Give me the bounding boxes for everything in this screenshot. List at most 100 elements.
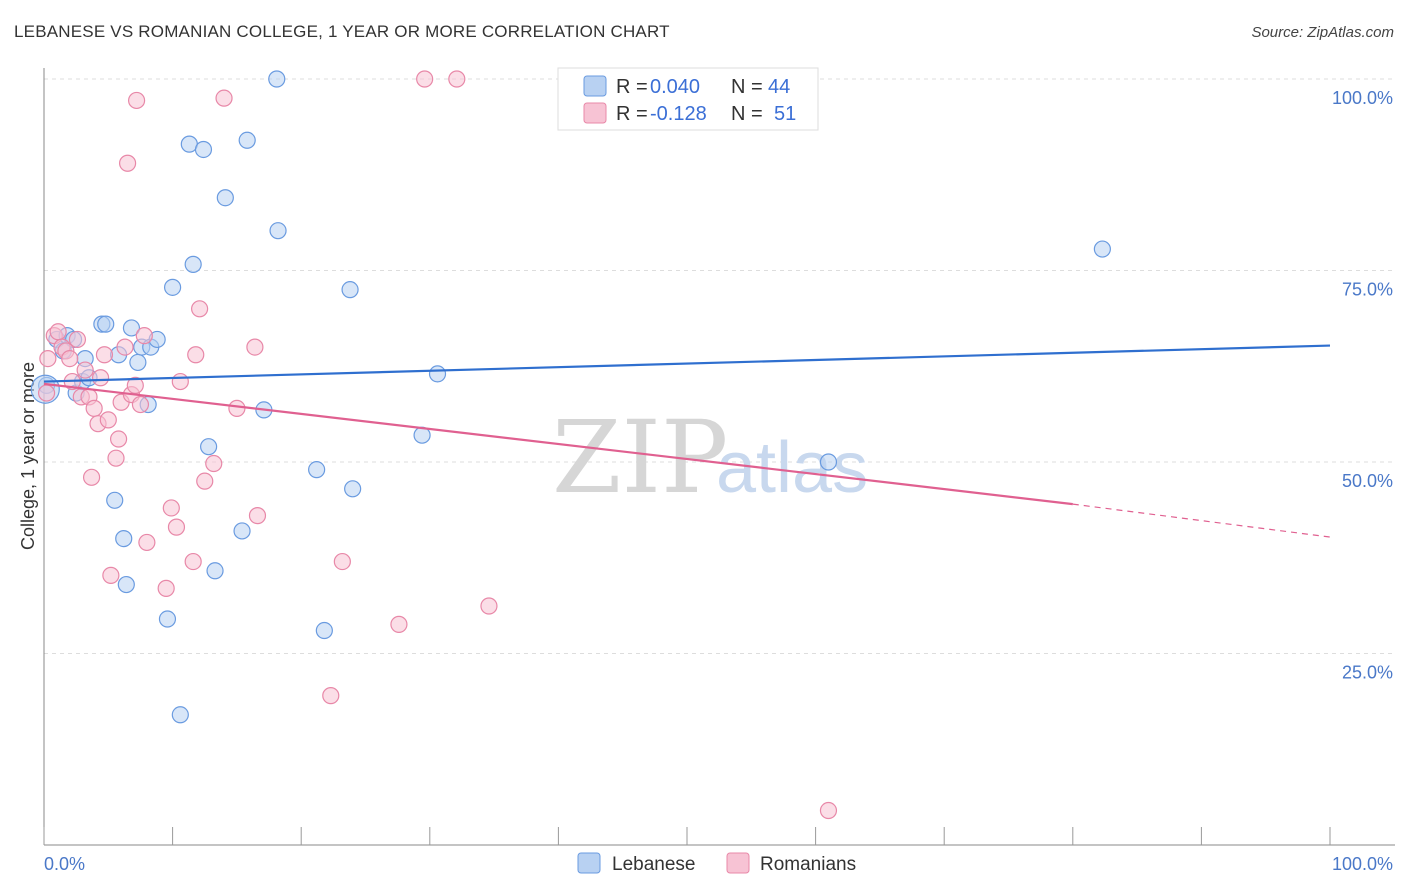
y-tick-label-75: 75.0% — [1342, 280, 1393, 300]
romanian-point — [131, 395, 150, 414]
bottom-legend-swatch-romanian — [726, 852, 750, 874]
romanian-point — [135, 327, 153, 345]
romanian-point — [82, 468, 101, 486]
legend-romanian-r-value: -0.128 — [650, 103, 707, 125]
romanian-point — [107, 449, 125, 467]
romanian-point — [49, 323, 67, 341]
lebanese-point — [428, 365, 447, 383]
lebanese-point — [268, 70, 286, 88]
romanian-point — [171, 372, 189, 391]
legend-lebanese-r-value: 0.040 — [650, 76, 700, 98]
lebanese-point — [115, 529, 133, 548]
lebanese-point — [106, 491, 124, 509]
x-tick-label-max: 100.0% — [1332, 854, 1393, 874]
lebanese-point — [819, 453, 838, 471]
romanian-point — [76, 361, 94, 379]
lebanese-point — [308, 461, 326, 479]
romanian-point — [448, 70, 466, 88]
lebanese-point — [238, 131, 256, 149]
legend-swatch-romanian — [583, 102, 607, 124]
lebanese-point — [164, 278, 182, 296]
romanian-point — [416, 70, 434, 88]
lebanese-point — [129, 353, 147, 372]
romanian-point — [116, 338, 134, 356]
watermark-zip: ZIP — [552, 399, 728, 516]
romanian-point — [127, 91, 146, 110]
romanian-point — [819, 801, 838, 820]
romanian-point — [118, 154, 137, 172]
lebanese-point — [1093, 240, 1111, 258]
romanian-point — [138, 533, 156, 552]
lebanese-point — [206, 562, 224, 580]
lebanese-point — [344, 480, 362, 498]
romanian-point — [109, 430, 128, 448]
x-axis-ticks — [43, 827, 1331, 845]
romanian-point — [126, 376, 144, 394]
romanian-trend-line — [43, 382, 1073, 506]
lebanese-point — [158, 610, 177, 628]
watermark-atlas: atlas — [716, 428, 868, 508]
lebanese-trend-line — [43, 344, 1331, 383]
watermark: ZIP atlas — [552, 399, 868, 516]
legend-lebanese-n-value: 44 — [768, 76, 790, 98]
lebanese-point — [216, 189, 234, 207]
x-tick-label-min: 0.0% — [44, 854, 85, 874]
y-tick-label-25: 25.0% — [1342, 663, 1393, 683]
lebanese-point — [269, 222, 287, 240]
lebanese-point — [171, 706, 189, 724]
correlation-legend: R = 0.040 N = 44 R = -0.128 N = 51 — [557, 67, 819, 131]
romanian-point — [162, 499, 180, 517]
romanian-point — [215, 89, 233, 107]
legend-swatch-lebanese — [583, 75, 607, 97]
romanian-point — [191, 300, 209, 318]
lebanese-point — [200, 438, 218, 456]
lebanese-point — [97, 315, 115, 333]
chart-title: LEBANESE VS ROMANIAN COLLEGE, 1 YEAR OR … — [14, 22, 670, 41]
romanian-point — [167, 518, 186, 536]
chart-source: Source: ZipAtlas.com — [1251, 24, 1394, 41]
lebanese-point — [194, 140, 213, 159]
legend-lebanese-n-label: N = — [731, 76, 763, 98]
romanian-point — [68, 330, 87, 349]
y-tick-label-100: 100.0% — [1332, 88, 1393, 108]
romanian-point — [248, 507, 267, 525]
romanian-trend-line-extension — [1072, 503, 1331, 538]
grid-lines — [44, 78, 1395, 654]
series-lebanese-points — [30, 70, 1111, 724]
y-axis-label: College, 1 year or more — [18, 362, 38, 550]
bottom-legend-label-lebanese: Lebanese — [612, 854, 695, 875]
romanian-point — [39, 349, 57, 368]
lebanese-point — [122, 319, 141, 337]
legend-romanian-n-label: N = — [731, 103, 763, 125]
romanian-point — [91, 369, 110, 387]
romanian-point — [102, 566, 120, 584]
legend-romanian-r-label: R = — [616, 103, 648, 125]
romanian-point — [480, 597, 498, 615]
lebanese-point — [315, 621, 333, 640]
romanian-point — [322, 687, 340, 705]
bottom-legend-label-romanian: Romanians — [760, 854, 856, 875]
lebanese-point — [233, 522, 251, 540]
romanian-point — [196, 472, 214, 490]
romanian-point — [61, 349, 79, 368]
romanian-point — [205, 454, 223, 473]
trend-lines — [43, 344, 1331, 538]
legend-lebanese-r-label: R = — [616, 76, 648, 98]
romanian-point — [99, 411, 117, 429]
romanian-point — [228, 399, 246, 417]
y-tick-label-50: 50.0% — [1342, 471, 1393, 491]
romanian-point — [37, 384, 56, 402]
romanian-point — [85, 399, 103, 417]
lebanese-point — [184, 255, 202, 273]
y-tick-labels: 25.0% 50.0% 75.0% 100.0% — [1332, 88, 1393, 683]
series-legend: Lebanese Romanians — [577, 852, 856, 875]
romanian-point — [95, 346, 114, 364]
lebanese-point — [341, 281, 359, 299]
legend-romanian-n-value: 51 — [774, 103, 796, 125]
romanian-point — [333, 552, 351, 571]
romanian-point — [187, 346, 205, 364]
romanian-point — [246, 338, 264, 356]
romanian-point — [390, 615, 408, 633]
lebanese-point — [117, 575, 135, 594]
bottom-legend-swatch-lebanese — [577, 852, 601, 874]
